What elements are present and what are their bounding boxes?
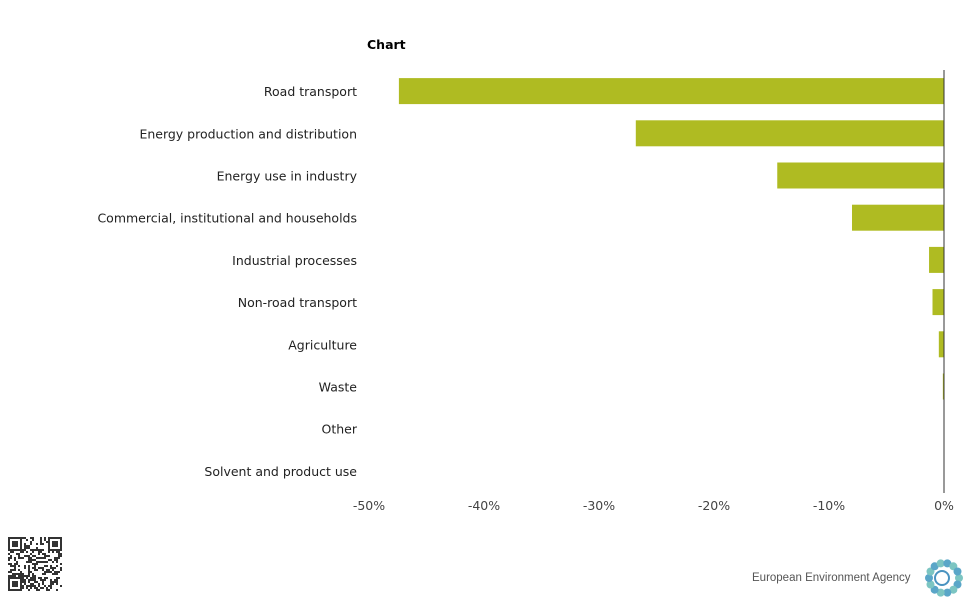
bar [929,246,944,273]
bar [777,162,944,189]
x-tick-label: -10% [813,498,845,513]
category-label: Industrial processes [232,253,357,268]
category-label: Non-road transport [238,295,357,310]
eea-logo-icon [925,559,963,597]
x-tick-label: -20% [698,498,730,513]
bar [942,373,944,400]
x-tick-label: -50% [353,498,385,513]
agency-name: European Environment Agency [752,572,911,584]
chart-title: Chart [367,37,406,52]
category-label: Commercial, institutional and households [97,211,357,226]
category-label: Road transport [264,84,357,99]
x-tick-label: -30% [583,498,615,513]
x-tick-label: -40% [468,498,500,513]
category-label: Energy use in industry [217,169,358,184]
category-label: Agriculture [288,337,357,352]
x-tick-label: 0% [934,498,954,513]
category-label: Solvent and product use [204,464,357,479]
qr-code-icon [8,537,62,591]
category-label: Waste [319,380,358,395]
bar [852,204,944,231]
bar [398,78,944,105]
bar [932,289,944,316]
category-label: Other [322,422,358,437]
bar [938,331,944,358]
category-label: Energy production and distribution [139,126,357,141]
bar [635,120,944,147]
